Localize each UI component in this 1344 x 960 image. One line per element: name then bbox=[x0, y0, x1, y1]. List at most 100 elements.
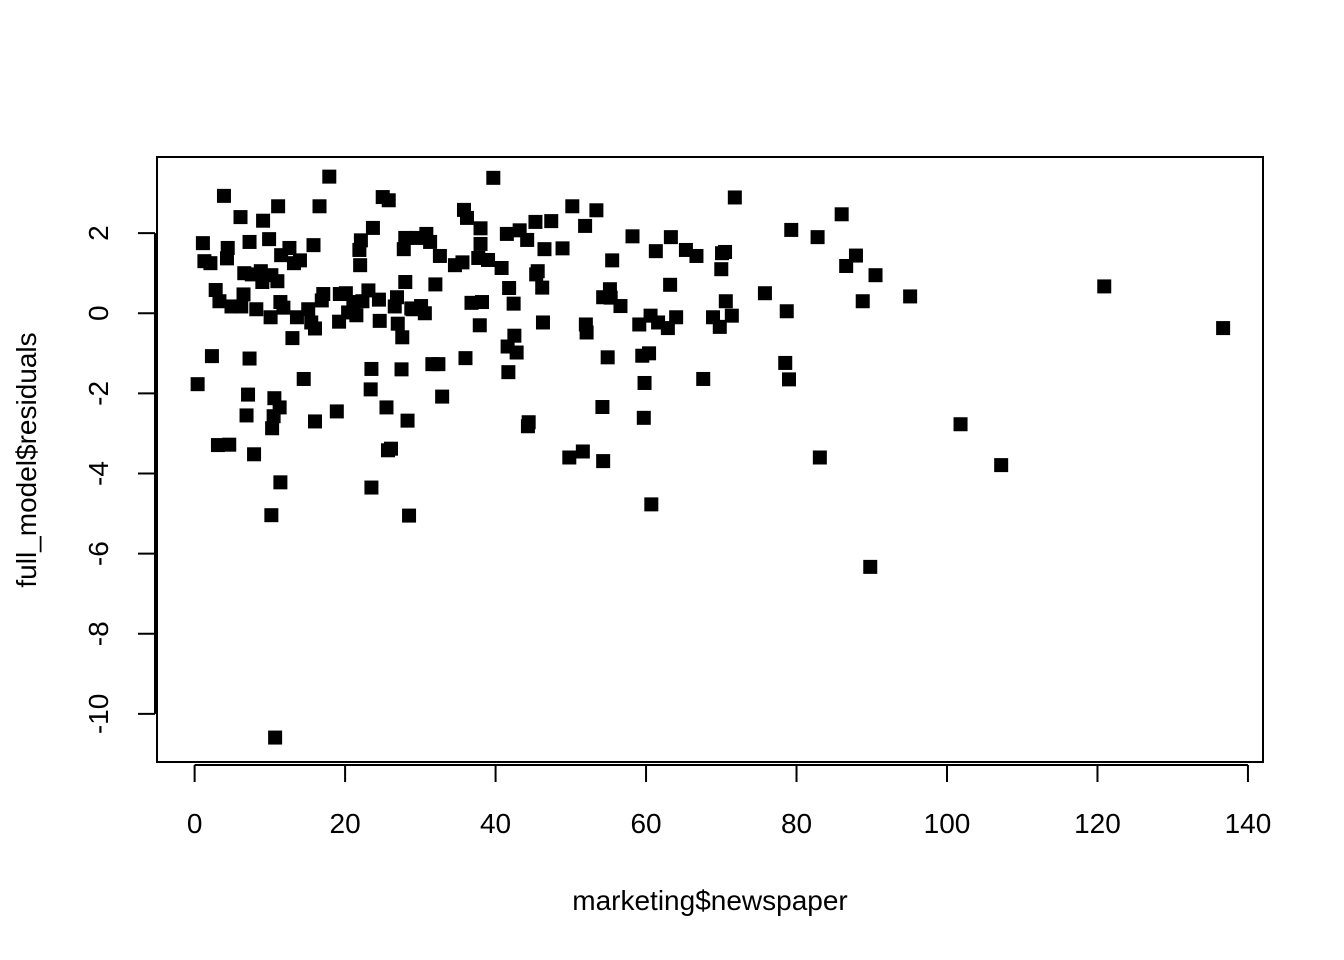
data-point bbox=[312, 199, 327, 214]
data-point bbox=[506, 296, 521, 311]
data-point bbox=[535, 280, 550, 295]
data-point bbox=[589, 203, 604, 218]
data-point bbox=[239, 408, 254, 423]
data-point bbox=[301, 302, 316, 317]
data-point bbox=[253, 264, 268, 279]
data-point bbox=[398, 275, 413, 290]
data-point bbox=[308, 321, 322, 336]
data-point bbox=[270, 274, 285, 289]
data-point bbox=[296, 371, 311, 386]
data-point bbox=[779, 304, 794, 319]
data-point bbox=[353, 258, 368, 273]
data-point bbox=[718, 294, 733, 309]
x-tick-label: 100 bbox=[924, 808, 971, 839]
data-point bbox=[432, 248, 447, 263]
data-point bbox=[273, 475, 288, 490]
data-point bbox=[282, 240, 297, 255]
data-point bbox=[632, 317, 647, 332]
data-point bbox=[216, 188, 231, 203]
data-point bbox=[994, 458, 1009, 473]
data-point bbox=[249, 302, 264, 317]
data-point bbox=[396, 242, 411, 257]
x-tick-label: 20 bbox=[330, 808, 361, 839]
data-point bbox=[242, 234, 257, 249]
data-point bbox=[272, 400, 287, 415]
data-point bbox=[575, 444, 590, 459]
data-point bbox=[256, 213, 271, 228]
data-point bbox=[595, 400, 610, 415]
data-point bbox=[353, 233, 368, 248]
data-point bbox=[289, 310, 304, 325]
data-point bbox=[241, 387, 256, 402]
data-point bbox=[663, 277, 678, 292]
y-tick-label: -8 bbox=[83, 621, 114, 646]
data-point bbox=[236, 287, 251, 302]
data-point bbox=[329, 404, 344, 419]
y-tick-label: -4 bbox=[83, 461, 114, 486]
data-point bbox=[579, 325, 594, 340]
data-point bbox=[210, 438, 225, 453]
data-point bbox=[208, 283, 223, 298]
data-point bbox=[812, 450, 827, 465]
data-point bbox=[637, 375, 652, 390]
data-point bbox=[565, 199, 580, 214]
data-point bbox=[271, 199, 286, 214]
data-point bbox=[613, 299, 628, 314]
data-point bbox=[472, 318, 487, 333]
data-point bbox=[502, 281, 517, 296]
data-point bbox=[195, 236, 210, 251]
data-point bbox=[689, 248, 704, 263]
x-tick-label: 80 bbox=[781, 808, 812, 839]
data-point bbox=[355, 294, 370, 309]
data-point bbox=[757, 286, 772, 301]
data-point bbox=[528, 214, 543, 229]
data-point bbox=[423, 234, 438, 249]
y-tick-label: -2 bbox=[83, 381, 114, 406]
data-point bbox=[361, 283, 376, 298]
data-point bbox=[363, 382, 378, 397]
data-point bbox=[242, 351, 257, 366]
data-point bbox=[394, 362, 409, 377]
data-point bbox=[544, 214, 559, 229]
data-point bbox=[578, 218, 593, 233]
x-tick-label: 60 bbox=[630, 808, 661, 839]
data-point bbox=[473, 221, 488, 236]
data-point bbox=[855, 294, 870, 309]
y-tick-label: -6 bbox=[83, 541, 114, 566]
data-point bbox=[605, 253, 620, 268]
x-axis-title: marketing$newspaper bbox=[572, 885, 848, 916]
data-point bbox=[636, 410, 651, 425]
data-point bbox=[782, 372, 796, 387]
data-point bbox=[644, 497, 659, 512]
data-point bbox=[316, 287, 331, 302]
data-point bbox=[322, 169, 337, 184]
data-point bbox=[494, 260, 509, 275]
data-point bbox=[678, 242, 693, 257]
data-point bbox=[365, 220, 380, 235]
data-point bbox=[222, 437, 237, 452]
data-point bbox=[455, 255, 470, 270]
x-tick-label: 0 bbox=[187, 808, 203, 839]
data-point bbox=[537, 242, 552, 257]
y-tick-label: 2 bbox=[83, 225, 114, 241]
data-point bbox=[535, 315, 550, 330]
data-point bbox=[263, 310, 278, 325]
data-point bbox=[381, 193, 396, 208]
data-point bbox=[509, 345, 524, 360]
data-point bbox=[308, 414, 322, 429]
data-point bbox=[521, 415, 536, 430]
data-point bbox=[306, 238, 321, 253]
data-point bbox=[364, 480, 379, 495]
data-point bbox=[390, 316, 405, 331]
data-point bbox=[669, 310, 684, 325]
data-point bbox=[402, 508, 417, 523]
data-point bbox=[458, 351, 473, 366]
data-point bbox=[642, 346, 657, 361]
data-point bbox=[562, 450, 577, 465]
data-point bbox=[600, 350, 615, 365]
data-point bbox=[718, 244, 733, 259]
data-point bbox=[233, 210, 248, 225]
y-tick-label: -10 bbox=[83, 694, 114, 734]
data-point bbox=[778, 355, 793, 370]
data-point bbox=[383, 441, 398, 456]
